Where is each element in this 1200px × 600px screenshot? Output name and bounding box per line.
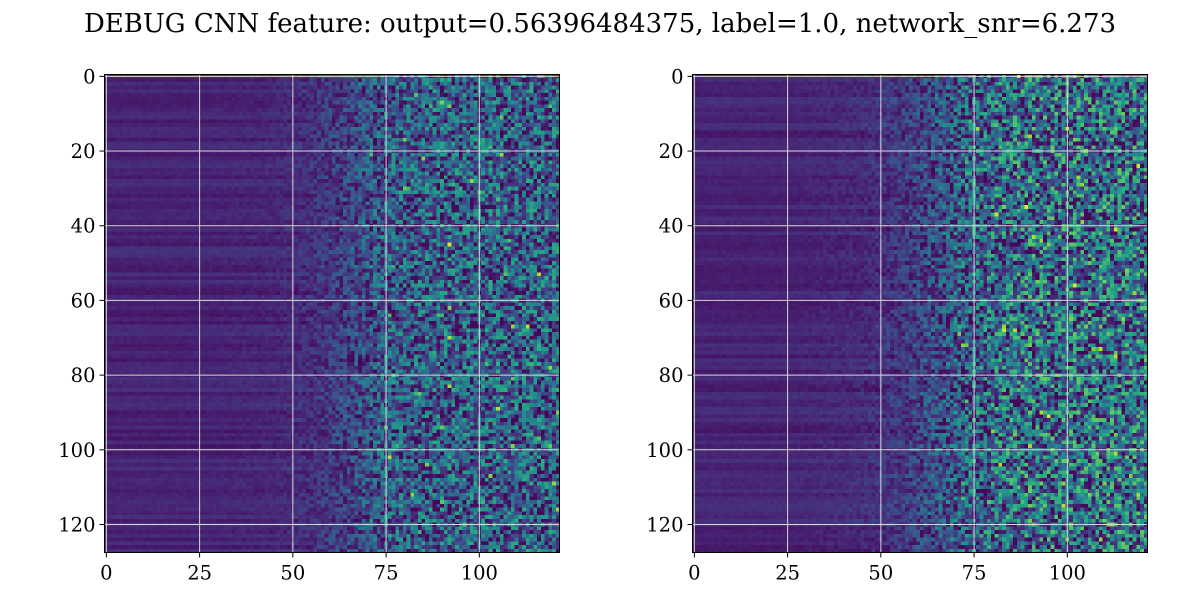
y-tick-label: 100 [58, 439, 95, 462]
x-tick-label: 75 [374, 562, 399, 585]
x-tick-label: 25 [775, 562, 800, 585]
heatmap-panel-right: 0 25 50 75 100 0 20 40 60 80 100 120 [646, 65, 1148, 585]
y-tick-label: 60 [659, 289, 684, 312]
heatmap-image [692, 74, 1148, 553]
figure-title: DEBUG CNN feature: output=0.56396484375,… [84, 9, 1116, 39]
axes-frame [104, 74, 560, 553]
y-tick-label: 120 [646, 513, 683, 536]
x-tick-label: 0 [688, 562, 700, 585]
y-tick-label: 0 [671, 65, 683, 88]
y-tick-label: 100 [646, 439, 683, 462]
heatmap-panel-left: 0 25 50 75 100 0 20 40 60 80 100 120 [58, 65, 560, 585]
axes-frame [692, 74, 1148, 553]
x-tick-label: 25 [187, 562, 212, 585]
y-tick-label: 120 [58, 513, 95, 536]
x-tick-label: 0 [100, 562, 112, 585]
heatmap-image [104, 74, 560, 553]
x-tick-label: 50 [280, 562, 305, 585]
x-tick-label: 100 [461, 562, 498, 585]
y-tick-label: 40 [71, 215, 96, 238]
x-tick-label: 50 [868, 562, 893, 585]
y-tick-label: 60 [71, 289, 96, 312]
y-tick-label: 80 [71, 364, 96, 387]
y-tick-label: 20 [71, 140, 96, 163]
y-tick-label: 80 [659, 364, 684, 387]
x-tick-label: 100 [1049, 562, 1086, 585]
y-tick-label: 40 [659, 215, 684, 238]
y-tick-label: 0 [83, 65, 95, 88]
y-tick-label: 20 [659, 140, 684, 163]
x-tick-label: 75 [962, 562, 987, 585]
